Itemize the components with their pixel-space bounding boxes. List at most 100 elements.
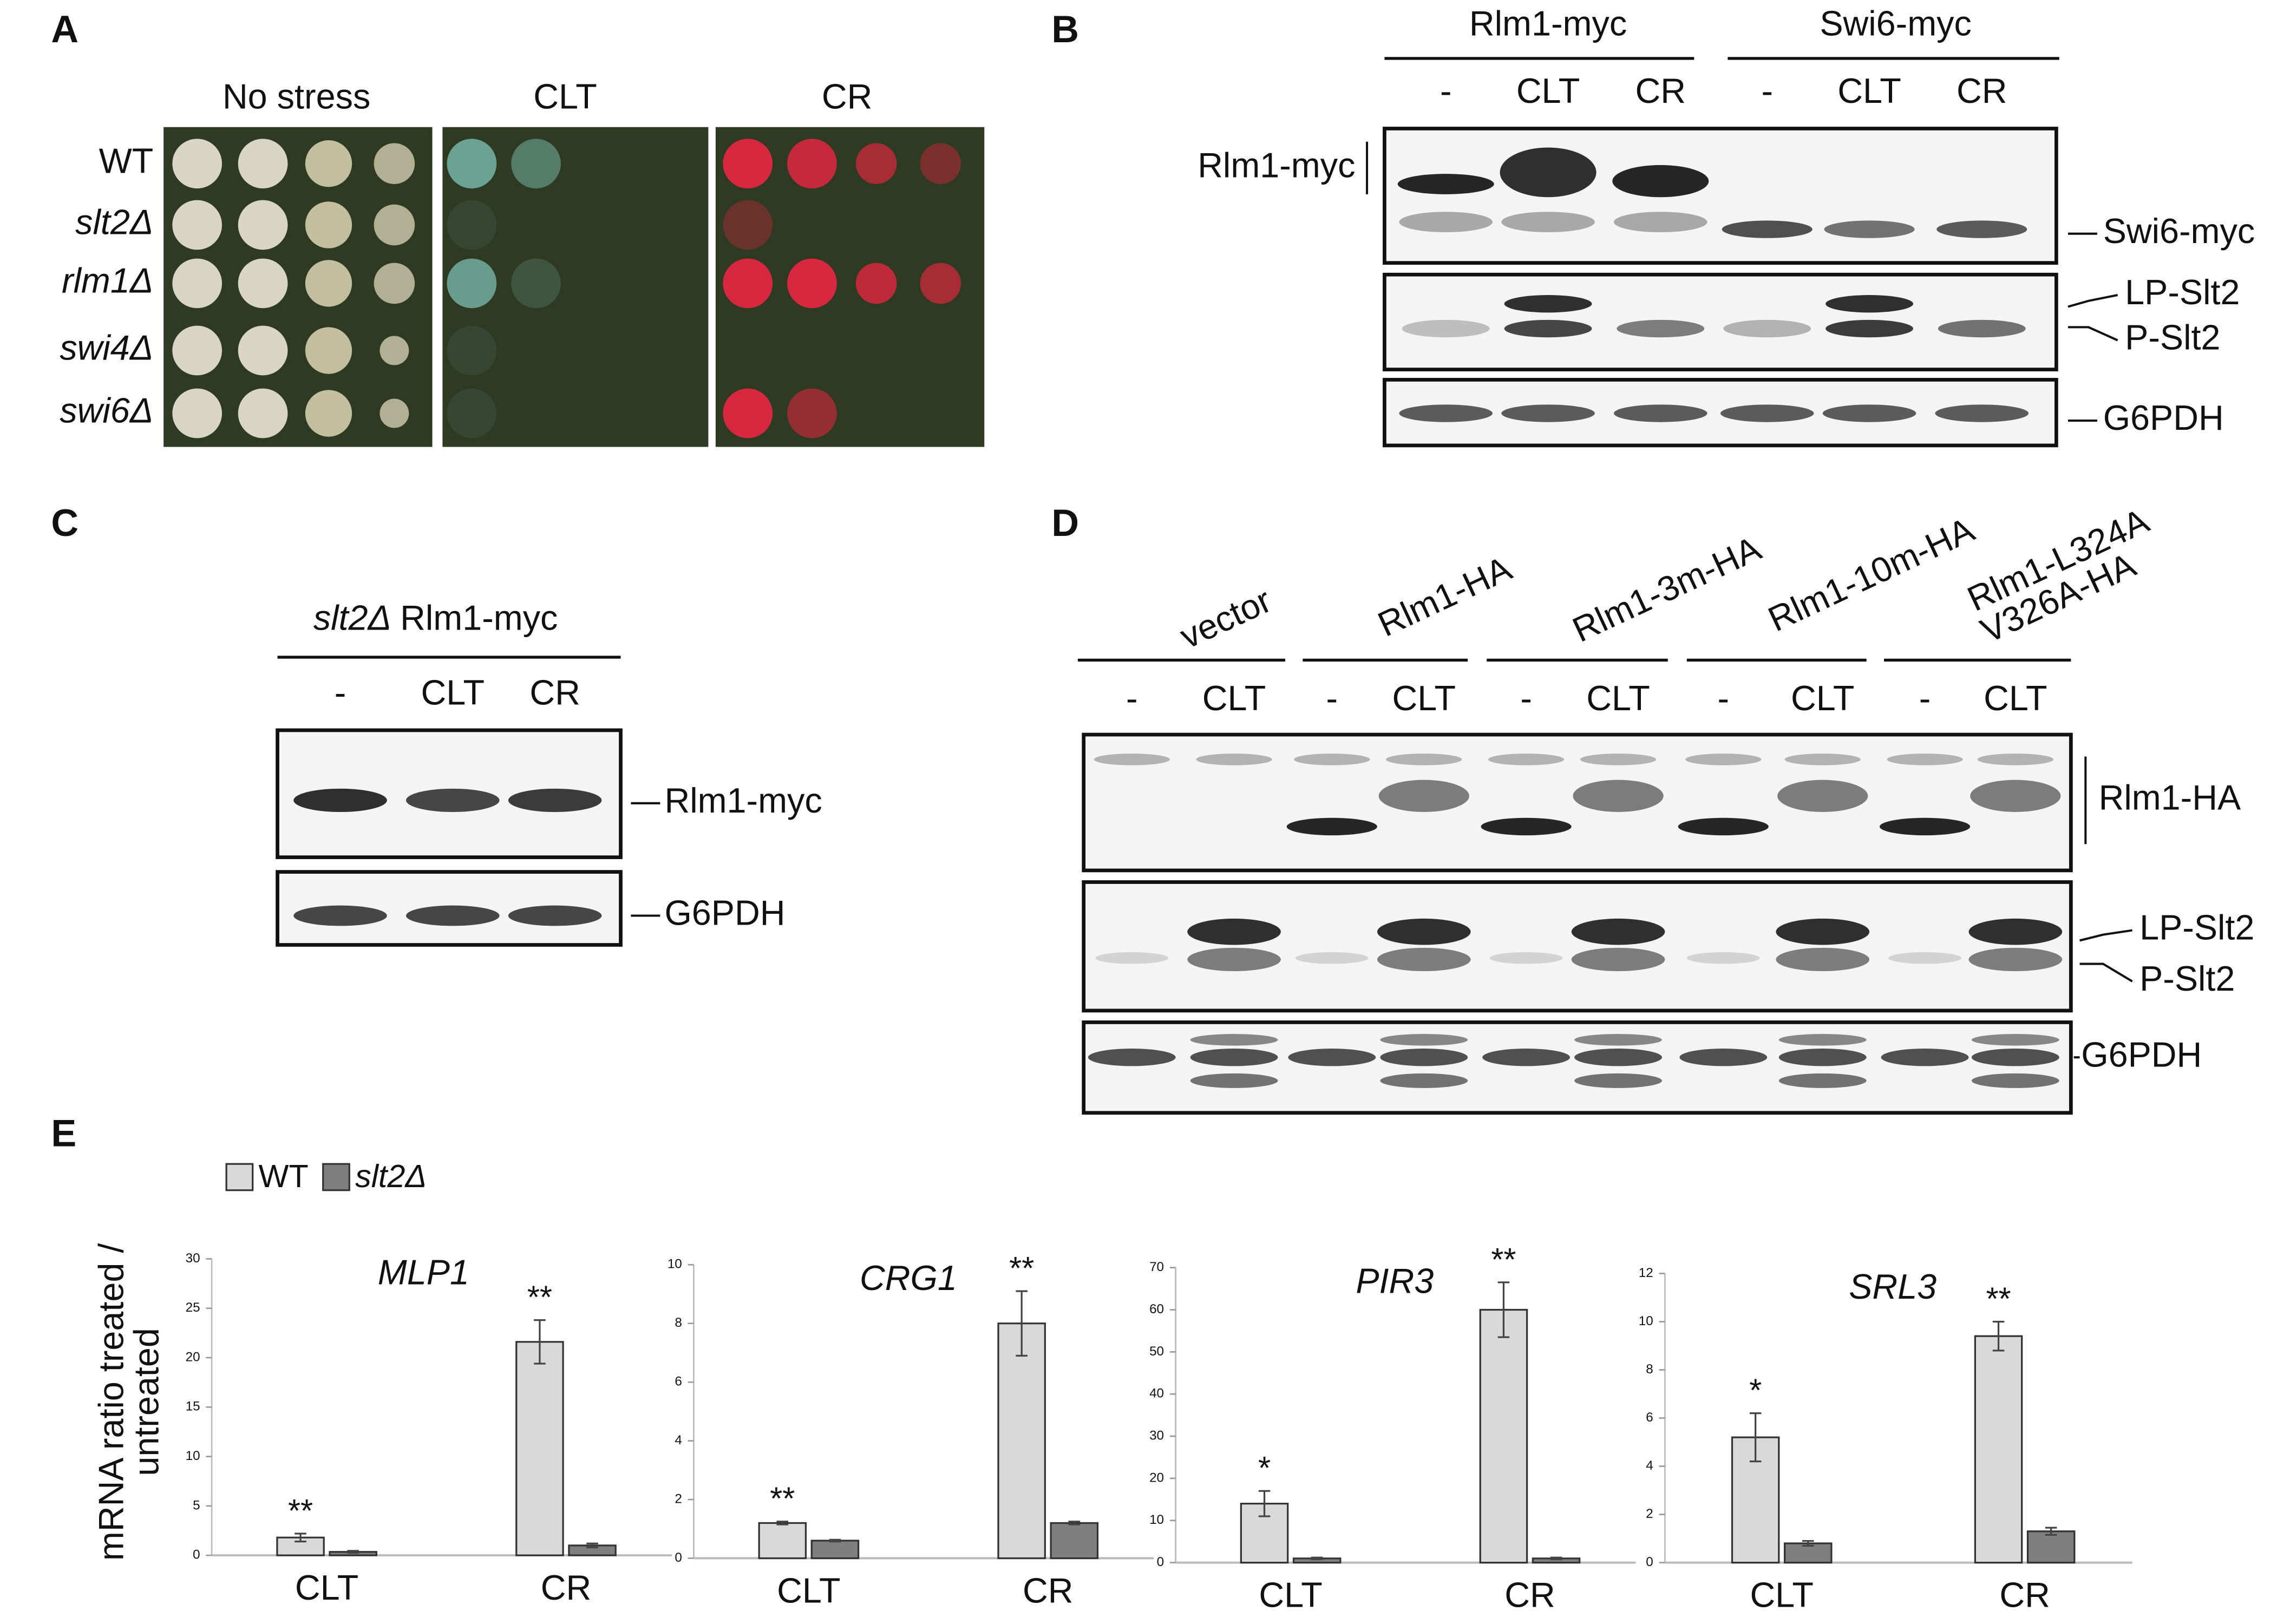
blot-band — [1722, 220, 1813, 238]
x-tick-label: CR — [1999, 1575, 2050, 1614]
colony-spot — [172, 325, 223, 376]
significance: ** — [770, 1481, 795, 1517]
condition-label: CLT — [533, 77, 597, 116]
error-bar — [1802, 1540, 1814, 1547]
x-tick-label: CR — [1023, 1570, 1074, 1610]
blot-band — [1613, 212, 1707, 233]
strain-label: slt2Δ — [313, 598, 391, 638]
blot-band — [293, 788, 387, 812]
lane-label: - — [1718, 678, 1730, 718]
y-tick-label: 2 — [1646, 1507, 1653, 1521]
band-label: Rlm1-myc — [664, 781, 822, 820]
bar — [1479, 1308, 1528, 1564]
blot-band — [1399, 404, 1493, 422]
significance: * — [1258, 1450, 1271, 1486]
blot-band — [1970, 780, 2061, 812]
blot-band — [1190, 1073, 1278, 1088]
colony-spot — [238, 258, 288, 309]
blot-band — [1879, 817, 1971, 836]
colony-spot — [172, 388, 223, 438]
blot-band — [1501, 212, 1595, 233]
legend-label: slt2Δ — [355, 1158, 427, 1194]
blot-band — [1571, 918, 1665, 945]
colony-spot — [172, 258, 223, 309]
lane-label: CLT — [1202, 678, 1266, 718]
y-tick-label: 50 — [1149, 1344, 1164, 1359]
strain-label: swi4Δ — [60, 328, 153, 368]
error-bar — [534, 1319, 546, 1365]
colony-spot — [305, 260, 352, 307]
y-axis-label: untreated — [126, 1328, 166, 1476]
blot-band — [1481, 817, 1572, 836]
condition-label: No stress — [223, 77, 370, 116]
colony-spot — [920, 143, 961, 184]
error-bar — [1497, 1281, 1510, 1338]
chart-title: SRL3 — [1849, 1267, 1936, 1306]
lane-label: - — [1919, 678, 1931, 718]
bar — [515, 1341, 564, 1556]
blot-band — [1977, 754, 2053, 765]
blot-band — [1196, 754, 1272, 765]
blot-band — [1088, 1049, 1176, 1066]
lane-label: - — [1126, 678, 1138, 718]
colony-spot — [511, 139, 561, 189]
blot-band — [1971, 1073, 2059, 1088]
blot-band — [1397, 174, 1494, 194]
panel-label: E — [51, 1112, 76, 1154]
y-tick-label: 6 — [1646, 1410, 1653, 1425]
legend-swatch — [225, 1163, 254, 1191]
y-tick-label: 12 — [1639, 1266, 1653, 1280]
y-tick-label: 2 — [675, 1491, 682, 1506]
blot-band — [1679, 1049, 1768, 1066]
strain-label: WT — [99, 141, 154, 180]
blot-band — [1190, 1034, 1278, 1046]
blot-band — [1936, 220, 2027, 238]
colony-spot — [305, 327, 352, 374]
y-tick-label: 0 — [1646, 1555, 1653, 1569]
y-tick-label: 30 — [186, 1251, 200, 1266]
lane-label: CR — [529, 672, 580, 712]
blot-band — [1822, 404, 1916, 422]
y-axis-label: mRNA ratio treated / — [91, 1243, 131, 1561]
error-bar — [1749, 1412, 1762, 1463]
colony-spot — [723, 139, 773, 189]
blot-band — [1380, 1073, 1468, 1088]
colony-spot — [447, 139, 497, 189]
lane-label: - — [1440, 71, 1452, 110]
colony-spot — [238, 325, 288, 376]
blot-band — [1571, 947, 1665, 972]
x-tick-label: CLT — [295, 1568, 359, 1607]
blot-band — [1826, 295, 1913, 313]
y-tick-label: 30 — [1149, 1428, 1164, 1443]
blot-band — [1190, 1049, 1278, 1066]
lane-label: CLT — [1837, 71, 1901, 110]
y-tick-label: 4 — [1646, 1458, 1653, 1473]
group-label: Swi6-myc — [1820, 4, 1972, 43]
lane-label: - — [1520, 678, 1532, 718]
lane-label: - — [1761, 71, 1773, 110]
panel-label: A — [51, 8, 78, 50]
colony-spot — [380, 336, 409, 365]
significance: ** — [527, 1279, 552, 1315]
blot-band — [1826, 319, 1913, 338]
blot-band — [1378, 780, 1469, 812]
blot-band — [1613, 404, 1707, 422]
colony-spot — [511, 258, 561, 309]
blot-band — [1778, 1073, 1867, 1088]
blot-band — [405, 905, 500, 926]
error-bar — [1258, 1490, 1271, 1517]
colony-spot — [723, 258, 773, 309]
blot-band — [1386, 754, 1462, 765]
blot-band — [1295, 952, 1369, 964]
error-bar — [776, 1521, 789, 1525]
blot-band — [1500, 147, 1597, 198]
significance: ** — [1009, 1250, 1034, 1286]
colony-spot — [855, 263, 897, 304]
lane-label: CLT — [1791, 678, 1855, 718]
blot-band — [1580, 754, 1657, 765]
lane-label: - — [1326, 678, 1338, 718]
blot-band — [1777, 780, 1868, 812]
error-bar — [586, 1542, 598, 1549]
condition-label: CR — [822, 77, 873, 116]
